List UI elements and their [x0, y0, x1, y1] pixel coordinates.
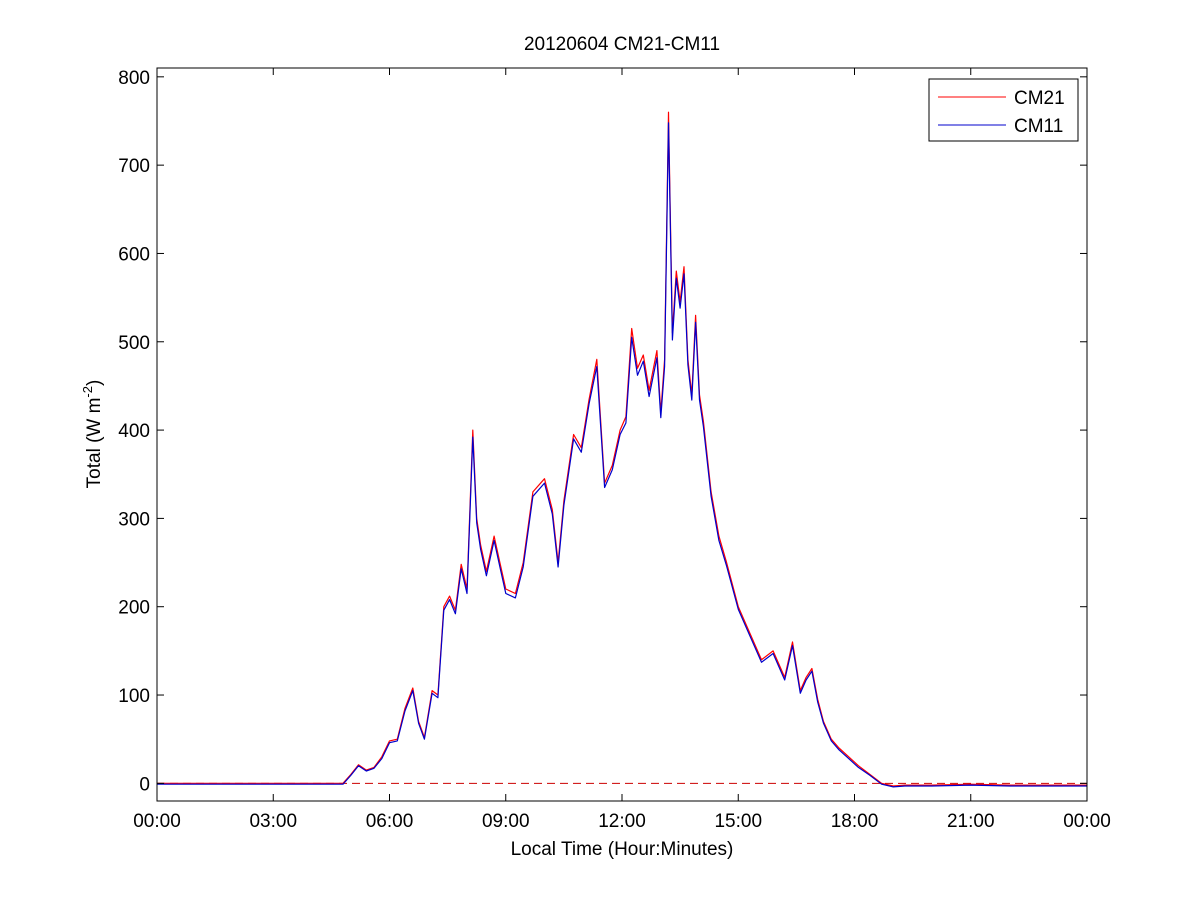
y-tick-label: 400 — [118, 421, 150, 442]
x-tick-label: 12:00 — [598, 811, 646, 832]
legend-label-cm21: CM21 — [1014, 88, 1065, 109]
y-axis-label-superscript: -2 — [80, 386, 95, 398]
y-tick-label: 100 — [118, 686, 150, 707]
y-tick-label: 600 — [118, 244, 150, 265]
series-line-cm11 — [157, 122, 1087, 788]
x-tick-label: 15:00 — [714, 811, 762, 832]
x-tick-label: 18:00 — [831, 811, 879, 832]
legend-label-cm11: CM11 — [1014, 116, 1063, 137]
series-layer — [157, 111, 1087, 788]
legend: CM21 CM11 — [928, 78, 1079, 142]
y-axis-label: Total (W m-2) — [80, 380, 105, 489]
x-tick-label: 00:00 — [1063, 811, 1111, 832]
y-axis-label-end: ) — [84, 380, 105, 386]
y-tick-label: 700 — [118, 156, 150, 177]
y-tick-label: 800 — [118, 68, 150, 89]
y-tick-label: 300 — [118, 509, 150, 530]
x-tick-label: 21:00 — [947, 811, 995, 832]
x-axis-label: Local Time (Hour:Minutes) — [511, 839, 734, 860]
x-tick-label: 03:00 — [249, 811, 297, 832]
y-tick-label: 0 — [139, 774, 150, 795]
plot-area — [157, 68, 1087, 801]
y-axis-label-main: Total (W m — [84, 398, 105, 489]
y-tick-label: 200 — [118, 598, 150, 619]
x-tick-label: 09:00 — [482, 811, 530, 832]
legend-box — [928, 78, 1079, 142]
y-tick-label: 500 — [118, 333, 150, 354]
x-tick-label: 00:00 — [133, 811, 181, 832]
chart-title: 20120604 CM21-CM11 — [524, 34, 720, 55]
x-tick-label: 06:00 — [366, 811, 414, 832]
tick-layer: 00:00 03:00 06:00 09:00 12:00 15:00 18:00 21:00… — [118, 68, 1110, 832]
